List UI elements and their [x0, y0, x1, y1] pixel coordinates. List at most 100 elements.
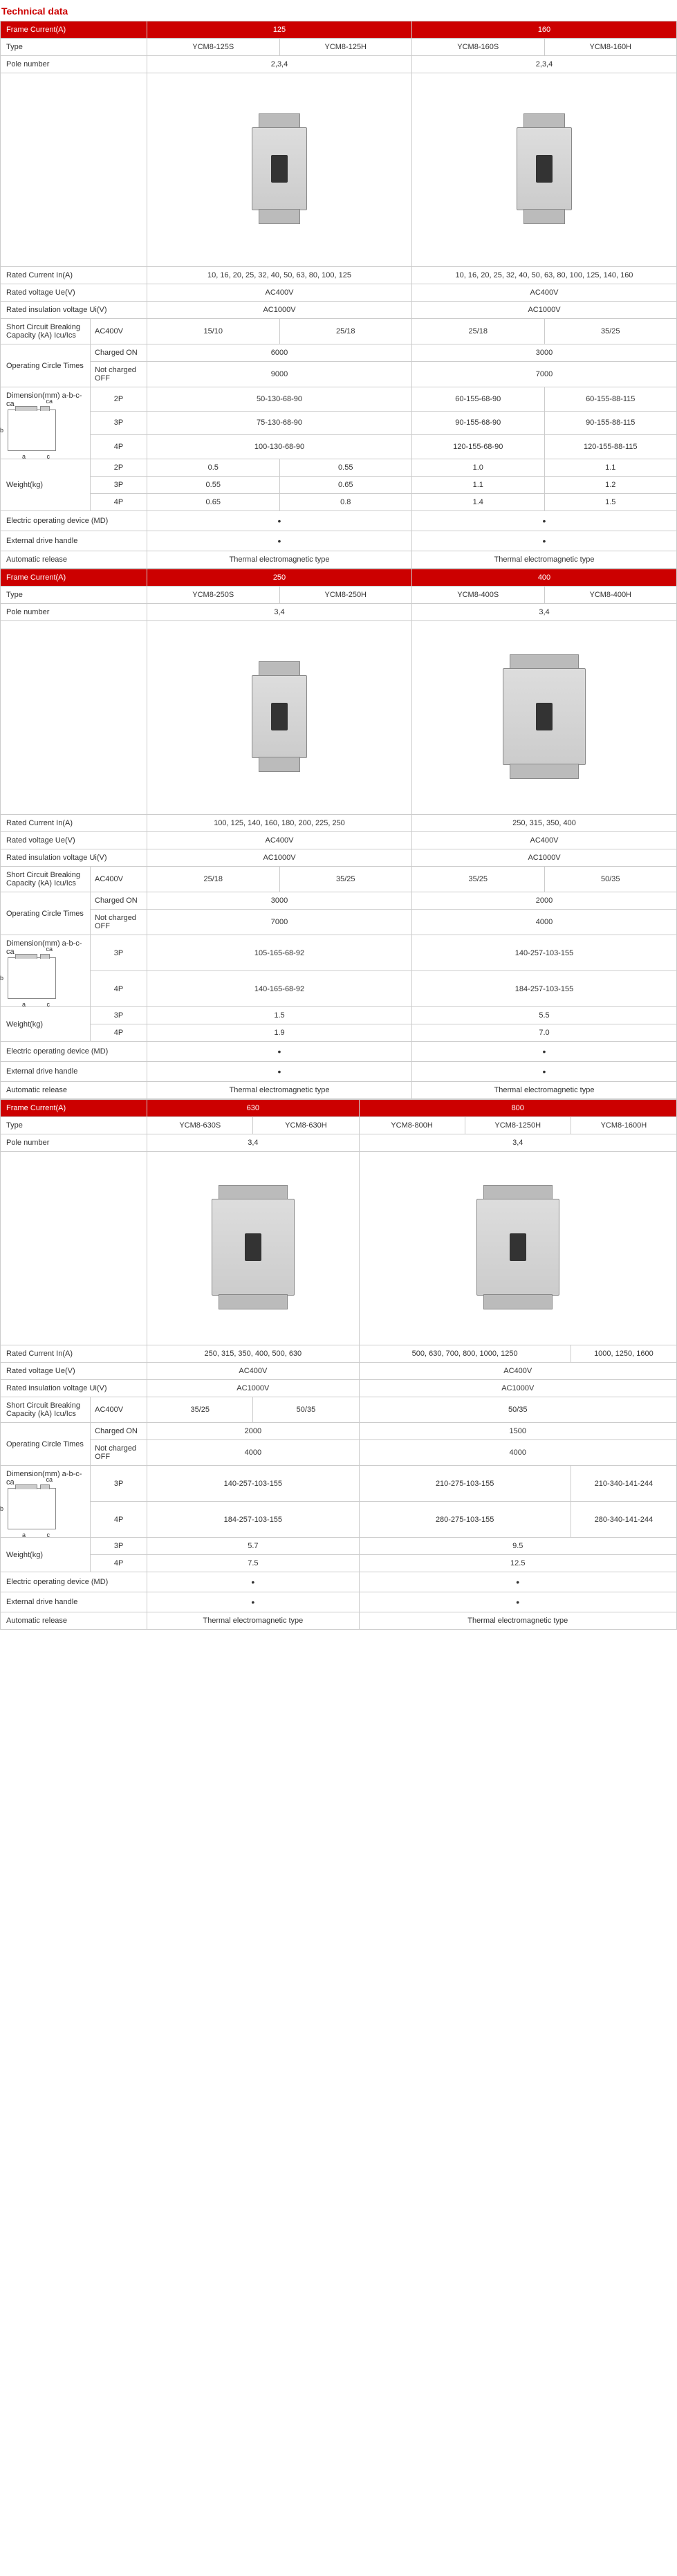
val-cell: 9.5: [359, 1538, 677, 1555]
val-cell: 12.5: [359, 1555, 677, 1572]
val-cell: 3000: [412, 344, 677, 362]
val-cell: 1.2: [544, 477, 677, 494]
lbl-weight: Weight(kg): [1, 1007, 91, 1042]
val-cell: 7000: [412, 362, 677, 387]
val-cell: 0.65: [147, 494, 280, 511]
lbl-external-drive: External drive handle: [1, 1062, 147, 1082]
blank-cell: [1, 73, 147, 267]
p-cell: 3P: [91, 1466, 147, 1502]
val-cell: 100, 125, 140, 160, 180, 200, 225, 250: [147, 815, 412, 832]
val-cell: 4000: [147, 1440, 359, 1466]
dot-cell: •: [147, 511, 412, 531]
lbl-short-circuit: Short Circuit Breaking Capacity (kA) Icu…: [1, 867, 91, 892]
val-cell: 4000: [359, 1440, 677, 1466]
val-cell: 50/35: [253, 1397, 359, 1423]
dot-cell: •: [359, 1592, 677, 1612]
val-cell: 2000: [147, 1423, 359, 1440]
lbl-auto-release: Automatic release: [1, 1612, 147, 1630]
val-cell: 210-340-141-244: [571, 1466, 676, 1502]
val-cell: 60-155-68-90: [412, 387, 545, 412]
val-cell: 0.55: [147, 477, 280, 494]
val-cell: 35/25: [147, 1397, 253, 1423]
val-cell: 280-275-103-155: [359, 1502, 571, 1538]
val-cell: AC1000V: [147, 849, 412, 867]
val-cell: 75-130-68-90: [147, 411, 412, 435]
lbl-ac400v: AC400V: [91, 1397, 147, 1423]
lbl-auto-release: Automatic release: [1, 1082, 147, 1099]
pole-cell: 3,4: [147, 1134, 359, 1152]
p-cell: 4P: [91, 971, 147, 1007]
val-cell: 1000, 1250, 1600: [571, 1345, 676, 1363]
val-cell: 4000: [412, 910, 677, 935]
val-cell: Thermal electromagnetic type: [147, 1612, 359, 1630]
lbl-pole: Pole number: [1, 56, 147, 73]
val-cell: 10, 16, 20, 25, 32, 40, 50, 63, 80, 100,…: [412, 267, 677, 284]
lbl-type: Type: [1, 1117, 147, 1134]
p-cell: 4P: [91, 1555, 147, 1572]
dot-cell: •: [147, 1062, 412, 1082]
hdr-frame: Frame Current(A): [1, 1100, 147, 1117]
val-cell: 140-165-68-92: [147, 971, 412, 1007]
dot-cell: •: [147, 531, 412, 551]
val-cell: 500, 630, 700, 800, 1000, 1250: [359, 1345, 571, 1363]
lbl-rated-insulation: Rated insulation voltage Ui(V): [1, 849, 147, 867]
val-cell: 0.65: [279, 477, 412, 494]
val-cell: AC1000V: [147, 1380, 359, 1397]
type-cell: YCM8-125S: [147, 39, 280, 56]
val-cell: 184-257-103-155: [412, 971, 677, 1007]
val-cell: 1.0: [412, 459, 545, 477]
val-cell: 100-130-68-90: [147, 435, 412, 459]
lbl-not-charged: Not charged OFF: [91, 362, 147, 387]
lbl-pole: Pole number: [1, 1134, 147, 1152]
val-cell: 25/18: [147, 867, 280, 892]
val-cell: 3000: [147, 892, 412, 910]
lbl-auto-release: Automatic release: [1, 551, 147, 569]
val-cell: 1.5: [544, 494, 677, 511]
blank-cell: [1, 1152, 147, 1345]
val-cell: 25/18: [279, 319, 412, 344]
product-image: [147, 1152, 359, 1345]
type-cell: YCM8-125H: [279, 39, 412, 56]
lbl-operating: Operating Circle Times: [1, 892, 91, 935]
spec-table-1: Frame Current(A) 125 160 Type YCM8-125S …: [0, 21, 677, 569]
lbl-rated-voltage: Rated voltage Ue(V): [1, 1363, 147, 1380]
product-image: [147, 621, 412, 815]
val-cell: 90-155-68-90: [412, 411, 545, 435]
val-cell: Thermal electromagnetic type: [412, 1082, 677, 1099]
val-cell: 90-155-88-115: [544, 411, 677, 435]
hdr-frame: Frame Current(A): [1, 21, 147, 39]
val-cell: 50/35: [544, 867, 677, 892]
val-cell: 1.1: [544, 459, 677, 477]
hdr-400: 400: [412, 569, 677, 587]
lbl-external-drive: External drive handle: [1, 531, 147, 551]
lbl-type: Type: [1, 39, 147, 56]
pole-cell: 3,4: [359, 1134, 677, 1152]
lbl-short-circuit: Short Circuit Breaking Capacity (kA) Icu…: [1, 319, 91, 344]
lbl-electric-op: Electric operating device (MD): [1, 511, 147, 531]
pole-cell: 2,3,4: [147, 56, 412, 73]
type-cell: YCM8-400S: [412, 587, 545, 604]
type-cell: YCM8-400H: [544, 587, 677, 604]
val-cell: 2000: [412, 892, 677, 910]
val-cell: 35/25: [544, 319, 677, 344]
val-cell: 5.7: [147, 1538, 359, 1555]
val-cell: 35/25: [279, 867, 412, 892]
hdr-800: 800: [359, 1100, 677, 1117]
val-cell: 25/18: [412, 319, 545, 344]
val-cell: 9000: [147, 362, 412, 387]
val-cell: 0.55: [279, 459, 412, 477]
lbl-rated-insulation: Rated insulation voltage Ui(V): [1, 1380, 147, 1397]
lbl-pole: Pole number: [1, 604, 147, 621]
val-cell: 15/10: [147, 319, 280, 344]
val-cell: 7.0: [412, 1024, 677, 1042]
type-cell: YCM8-160S: [412, 39, 545, 56]
val-cell: 35/25: [412, 867, 545, 892]
val-cell: 140-257-103-155: [147, 1466, 359, 1502]
lbl-dimension: Dimension(mm) a-b-c-ca abcca: [1, 935, 91, 1007]
spec-table-2: Frame Current(A) 250 400 Type YCM8-250S …: [0, 569, 677, 1099]
val-cell: AC1000V: [412, 302, 677, 319]
lbl-ac400v: AC400V: [91, 867, 147, 892]
type-cell: YCM8-250S: [147, 587, 280, 604]
val-cell: 140-257-103-155: [412, 935, 677, 971]
pole-cell: 3,4: [147, 604, 412, 621]
